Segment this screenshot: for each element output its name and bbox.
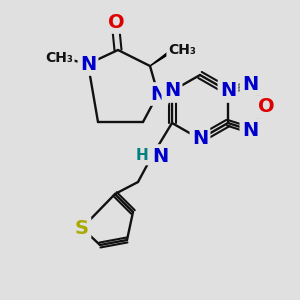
- Text: H: H: [136, 148, 148, 164]
- Polygon shape: [150, 46, 176, 66]
- Text: CH₃: CH₃: [45, 51, 73, 65]
- Text: S: S: [75, 218, 89, 238]
- Text: N: N: [220, 82, 236, 100]
- Text: N: N: [192, 130, 208, 148]
- Text: N: N: [164, 82, 180, 100]
- Text: N: N: [242, 74, 258, 94]
- Text: CH₃: CH₃: [168, 43, 196, 57]
- Text: N: N: [152, 146, 168, 166]
- Text: O: O: [258, 98, 274, 116]
- Text: O: O: [108, 13, 124, 32]
- Text: N: N: [242, 121, 258, 140]
- Text: N: N: [80, 55, 96, 74]
- Text: N: N: [150, 85, 166, 104]
